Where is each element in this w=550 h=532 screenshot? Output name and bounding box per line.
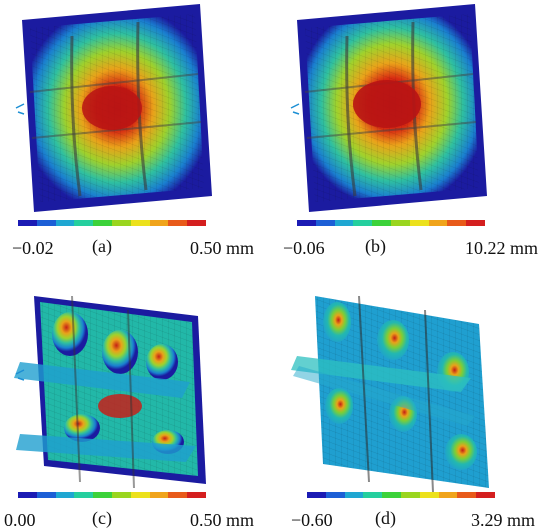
colorbar-swatch xyxy=(428,220,448,226)
contour-plot-c xyxy=(14,295,206,489)
panel-label-d: (d) xyxy=(375,508,396,528)
panel-a: −0.02 (a) 0.50 mm xyxy=(0,0,275,266)
colorbar-swatch xyxy=(372,220,391,226)
colorbar-max-d: 3.29 mm xyxy=(471,510,536,530)
colorbar-swatch xyxy=(168,220,188,226)
colorbar-swatch xyxy=(187,220,206,226)
colorbar-swatch xyxy=(55,492,75,498)
colorbar-swatch xyxy=(334,220,354,226)
colorbar-swatch xyxy=(409,220,429,226)
colorbar-swatch xyxy=(149,220,169,226)
colorbar-a xyxy=(18,220,206,226)
colorbar-swatch xyxy=(315,220,335,226)
colorbar-swatch xyxy=(18,220,37,226)
contour-plot-d xyxy=(291,295,489,493)
colorbar-swatch xyxy=(93,220,112,226)
colorbar-min-d: −0.60 xyxy=(291,510,333,530)
colorbar-swatch xyxy=(307,492,326,498)
colorbar-min-c: 0.00 xyxy=(4,510,36,530)
colorbar-b xyxy=(297,220,485,226)
colorbar-swatch xyxy=(363,492,383,498)
colorbar-swatch xyxy=(111,220,131,226)
colorbar-swatch xyxy=(187,492,206,498)
colorbar-swatch xyxy=(400,492,420,498)
colorbar-swatch xyxy=(419,492,439,498)
contour-plot-a xyxy=(15,4,212,212)
panel-c: 0.00 (c) 0.50 mm xyxy=(0,266,275,532)
panel-b: −0.06 (b) 10.22 mm xyxy=(275,0,550,266)
colorbar-max-a: 0.50 mm xyxy=(190,238,255,258)
colorbar-swatch xyxy=(353,220,373,226)
panel-label-b: (b) xyxy=(365,236,386,256)
colorbar-max-b: 10.22 mm xyxy=(465,238,539,258)
colorbar-swatch xyxy=(130,492,150,498)
colorbar-swatch xyxy=(55,220,75,226)
colorbar-swatch xyxy=(149,492,169,498)
colorbar-swatch xyxy=(36,220,56,226)
colorbar-min-b: −0.06 xyxy=(283,238,325,258)
colorbar-swatch xyxy=(93,492,112,498)
colorbar-swatch xyxy=(297,220,316,226)
colorbar-swatch xyxy=(74,220,94,226)
colorbar-swatch xyxy=(382,492,401,498)
colorbar-swatch xyxy=(74,492,94,498)
panel-d: −0.60 (d) 3.29 mm xyxy=(275,266,550,532)
colorbar-swatch xyxy=(344,492,364,498)
colorbar-swatch xyxy=(111,492,131,498)
colorbar-c xyxy=(18,492,206,498)
panel-label-c: (c) xyxy=(92,508,112,528)
colorbar-swatch xyxy=(168,492,188,498)
colorbar-swatch xyxy=(325,492,345,498)
colorbar-d xyxy=(307,492,495,498)
colorbar-swatch xyxy=(447,220,467,226)
colorbar-swatch xyxy=(36,492,56,498)
colorbar-swatch xyxy=(457,492,477,498)
contour-plot-b xyxy=(290,4,487,212)
colorbar-swatch xyxy=(390,220,410,226)
colorbar-swatch xyxy=(476,492,495,498)
colorbar-swatch xyxy=(130,220,150,226)
colorbar-max-c: 0.50 mm xyxy=(190,510,255,530)
colorbar-swatch xyxy=(438,492,458,498)
colorbar-min-a: −0.02 xyxy=(12,238,54,258)
colorbar-swatch xyxy=(18,492,37,498)
panel-label-a: (a) xyxy=(92,236,112,256)
colorbar-swatch xyxy=(466,220,485,226)
